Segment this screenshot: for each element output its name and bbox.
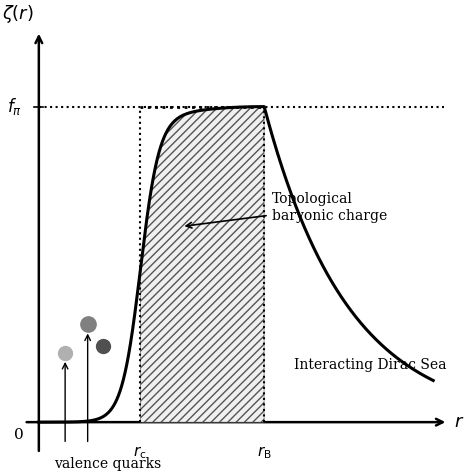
- Text: Topological
baryonic charge: Topological baryonic charge: [186, 192, 387, 228]
- Text: valence quarks: valence quarks: [54, 457, 161, 471]
- Text: $r$: $r$: [454, 413, 464, 431]
- Text: $f_{\pi}$: $f_{\pi}$: [7, 96, 22, 117]
- Text: $r_{\mathrm{c}}$: $r_{\mathrm{c}}$: [134, 444, 147, 461]
- Text: 0: 0: [14, 428, 24, 442]
- Text: $\zeta(r)$: $\zeta(r)$: [2, 2, 34, 25]
- Text: $r_{\mathrm{B}}$: $r_{\mathrm{B}}$: [257, 444, 272, 461]
- Text: Interacting Dirac Sea: Interacting Dirac Sea: [294, 358, 447, 373]
